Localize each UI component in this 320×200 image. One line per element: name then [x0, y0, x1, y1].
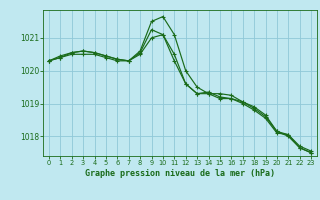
X-axis label: Graphe pression niveau de la mer (hPa): Graphe pression niveau de la mer (hPa)	[85, 169, 275, 178]
